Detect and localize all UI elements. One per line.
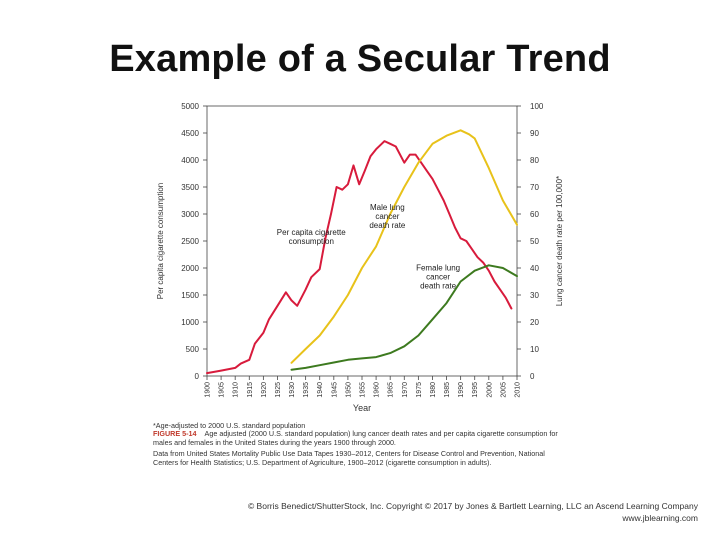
x-tick-label: 1950 bbox=[345, 382, 352, 398]
y-right-tick-label: 60 bbox=[530, 210, 539, 219]
figure-caption-body: Age adjusted (2000 U.S. standard populat… bbox=[153, 429, 558, 447]
series-line-2 bbox=[290, 129, 518, 364]
series-annotation-3: cancer bbox=[426, 273, 450, 282]
y-right-tick-label: 40 bbox=[530, 264, 539, 273]
y-right-axis-label: Lung cancer death rate per 100,000* bbox=[555, 176, 564, 306]
y-right-tick-label: 100 bbox=[530, 102, 544, 111]
series-annotation-2: Male lung bbox=[370, 203, 405, 212]
x-tick-label: 1925 bbox=[275, 382, 282, 398]
figure-caption: *Age-adjusted to 2000 U.S. standard popu… bbox=[153, 421, 567, 467]
y-right-tick-label: 30 bbox=[530, 291, 539, 300]
x-axis-label: Year bbox=[353, 403, 371, 413]
y-left-axis-label: Per capita cigarette consumption bbox=[156, 183, 165, 300]
x-tick-label: 1900 bbox=[205, 382, 212, 398]
y-right-tick-label: 50 bbox=[530, 237, 539, 246]
x-tick-label: 1935 bbox=[303, 382, 310, 398]
y-left-tick-label: 2500 bbox=[181, 237, 199, 246]
slide-title: Example of a Secular Trend bbox=[109, 38, 611, 80]
y-left-tick-label: 1500 bbox=[181, 291, 199, 300]
series-line-3 bbox=[290, 264, 518, 371]
y-left-tick-label: 4500 bbox=[181, 129, 199, 138]
chart-svg: 0500100015002000250030003500400045005000… bbox=[156, 102, 564, 413]
x-tick-label: 1985 bbox=[444, 382, 451, 398]
y-left-tick-label: 4000 bbox=[181, 156, 199, 165]
publisher-url: www.jblearning.com bbox=[622, 513, 698, 523]
y-left-tick-label: 2000 bbox=[181, 264, 199, 273]
y-right-tick-label: 10 bbox=[530, 345, 539, 354]
chart-figure: 0 500 1000 1500 2000 2500 3000 3500 4000 4500 5000… bbox=[147, 96, 573, 480]
x-tick-label: 1995 bbox=[472, 382, 479, 398]
y-right-tick-label: 70 bbox=[530, 183, 539, 192]
y-left-tick-label: 3000 bbox=[181, 210, 199, 219]
x-tick-label: 1975 bbox=[416, 382, 423, 398]
y-left-tick-label: 5000 bbox=[181, 102, 199, 111]
x-tick-label: 2000 bbox=[486, 382, 493, 398]
x-tick-label: 1905 bbox=[219, 382, 226, 398]
x-tick-label: 1930 bbox=[289, 382, 296, 398]
series-annotation-2: cancer bbox=[375, 212, 399, 221]
figure-footnote: *Age-adjusted to 2000 U.S. standard popu… bbox=[153, 421, 306, 430]
series-annotation-1: consumption bbox=[289, 237, 334, 246]
x-tick-label: 1980 bbox=[430, 382, 437, 398]
x-tick-label: 1990 bbox=[458, 382, 465, 398]
y-left-tick-label: 500 bbox=[186, 345, 200, 354]
x-tick-label: 1915 bbox=[247, 382, 254, 398]
series-annotation-3: death rate bbox=[420, 282, 457, 291]
x-tick-label: 2010 bbox=[515, 382, 522, 398]
series-annotation-1: Per capita cigarette bbox=[277, 228, 346, 237]
figure-label: FIGURE 5-14 bbox=[153, 429, 197, 439]
x-tick-label: 1955 bbox=[360, 382, 367, 398]
x-tick-label: 1960 bbox=[374, 382, 381, 398]
y-left-tick-label: 0 bbox=[195, 372, 200, 381]
copyright-line: © Borris Benedict/ShutterStock, Inc. Cop… bbox=[247, 501, 698, 511]
figure-caption-text: FIGURE 5-14 Age adjusted (2000 U.S. stand… bbox=[153, 430, 567, 447]
series-annotation-3: Female lung bbox=[416, 264, 460, 273]
x-tick-label: 1920 bbox=[261, 382, 268, 398]
plot-frame bbox=[206, 105, 518, 377]
x-tick-label: 2005 bbox=[500, 382, 507, 398]
x-tick-label: 1965 bbox=[388, 382, 395, 398]
x-tick-label: 1970 bbox=[402, 382, 409, 398]
y-right-tick-label: 0 bbox=[530, 372, 535, 381]
x-tick-label: 1945 bbox=[331, 382, 338, 398]
series-annotation-2: death rate bbox=[369, 221, 406, 230]
y-right-tick-label: 80 bbox=[530, 156, 539, 165]
copyright-notice: © Borris Benedict/ShutterStock, Inc. Cop… bbox=[178, 500, 698, 524]
y-right-tick-label: 90 bbox=[530, 129, 539, 138]
x-tick-label: 1910 bbox=[233, 382, 240, 398]
figure-source: Data from United States Mortality Public… bbox=[153, 449, 545, 467]
x-tick-label: 1940 bbox=[317, 382, 324, 398]
y-right-tick-label: 20 bbox=[530, 318, 539, 327]
y-left-tick-label: 1000 bbox=[181, 318, 199, 327]
y-left-tick-label: 3500 bbox=[181, 183, 199, 192]
series-line-1 bbox=[206, 140, 513, 375]
